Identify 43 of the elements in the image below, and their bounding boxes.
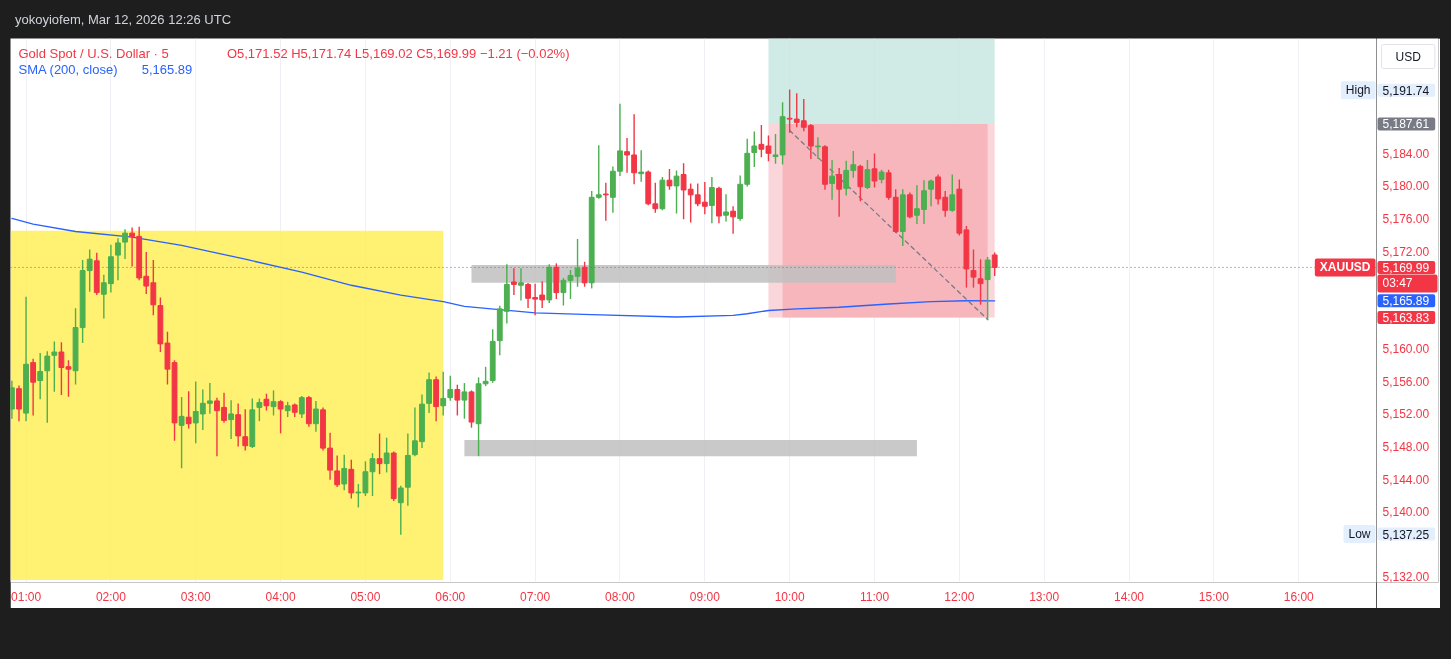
x-tick-label: 08:00 xyxy=(604,589,636,604)
y-tick-label: 5,184.00 xyxy=(1382,146,1430,161)
text: 03:47 xyxy=(1382,276,1413,291)
text: 5,163.83 xyxy=(1382,311,1430,326)
text: yokoyiofem, Mar 12, 2026 12:26 UTC xyxy=(15,11,232,29)
text: 5,137.25 xyxy=(1382,527,1430,542)
x-tick-label: 07:00 xyxy=(520,589,551,604)
x-tick-label: 01:00 xyxy=(11,589,42,604)
y-tick-label: 5,172.00 xyxy=(1382,244,1430,259)
x-tick-label: 09:00 xyxy=(689,589,721,604)
y-tick-label: 5,144.00 xyxy=(1382,472,1430,487)
x-tick-label: 15:00 xyxy=(1198,589,1230,604)
x-tick-label: 16:00 xyxy=(1283,589,1315,604)
text: 5,165.89 xyxy=(1382,294,1430,309)
y-tick-label: 5,140.00 xyxy=(1382,505,1430,520)
y-tick-label: 5,152.00 xyxy=(1382,407,1430,422)
x-tick-label: 10:00 xyxy=(774,589,805,604)
x-tick-label: 13:00 xyxy=(1029,589,1060,604)
x-tick-label: 11:00 xyxy=(859,589,890,604)
x-tick-label: 05:00 xyxy=(350,589,381,604)
y-tick-label: 5,176.00 xyxy=(1382,211,1430,226)
y-tick-label: 5,132.00 xyxy=(1382,570,1430,585)
ref-line-label: 5,169.99 xyxy=(1382,260,1430,275)
annotation: Low xyxy=(1348,527,1371,542)
annotation: XAUUSD xyxy=(1319,260,1371,275)
x-tick-label: 06:00 xyxy=(435,589,466,604)
y-tick-label: 5,160.00 xyxy=(1382,342,1430,357)
x-tick-label: 12:00 xyxy=(944,589,975,604)
y-tick-label: 5,148.00 xyxy=(1382,440,1430,454)
text: 5,187.61 xyxy=(1382,117,1430,132)
y-tick-label: 5,180.00 xyxy=(1382,179,1430,194)
x-tick-label: 03:00 xyxy=(180,589,212,604)
y-tick-label: 5,156.00 xyxy=(1382,374,1430,389)
x-tick-label: 02:00 xyxy=(95,589,127,604)
x-tick-label: 04:00 xyxy=(265,589,296,604)
text: 5,191.74 xyxy=(1382,83,1430,98)
x-tick-label: 14:00 xyxy=(1114,589,1145,604)
annotation: 5,165.89 xyxy=(141,62,193,77)
annotation: High xyxy=(1345,83,1371,98)
text: USD xyxy=(1395,49,1422,64)
text: Gold Spot / U.S. Dollar · 5 xyxy=(18,46,169,61)
text: O5,171.52 H5,171.74 L5,169.02 C5,169.99 −1.21 (−0.02%) xyxy=(226,46,570,61)
text: SMA (200, close) xyxy=(18,62,118,77)
